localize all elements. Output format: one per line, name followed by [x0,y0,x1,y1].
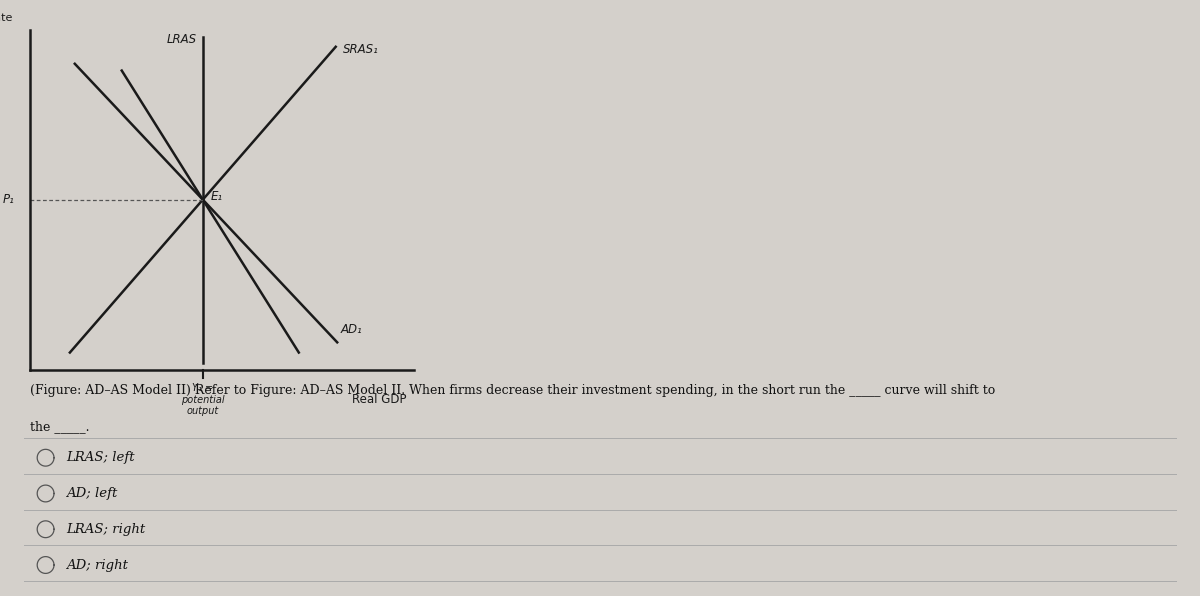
Text: LRAS; right: LRAS; right [66,523,145,536]
Text: Aggregate: Aggregate [0,13,13,23]
Text: AD; left: AD; left [66,487,118,500]
Text: E₁: E₁ [210,190,223,203]
Text: Y₁ =
potential
output: Y₁ = potential output [181,383,224,417]
Text: AD₁: AD₁ [341,322,362,336]
Text: LRAS: LRAS [167,33,197,46]
Text: Real GDP: Real GDP [352,393,407,406]
Text: AD; right: AD; right [66,558,128,572]
Text: the _____.: the _____. [30,420,90,433]
Text: P₁: P₁ [2,193,14,206]
Text: SRAS₁: SRAS₁ [343,44,379,57]
Text: (Figure: AD–AS Model II) Refer to Figure: AD–AS Model II. When firms decrease th: (Figure: AD–AS Model II) Refer to Figure… [30,384,995,398]
Text: LRAS; left: LRAS; left [66,451,134,464]
